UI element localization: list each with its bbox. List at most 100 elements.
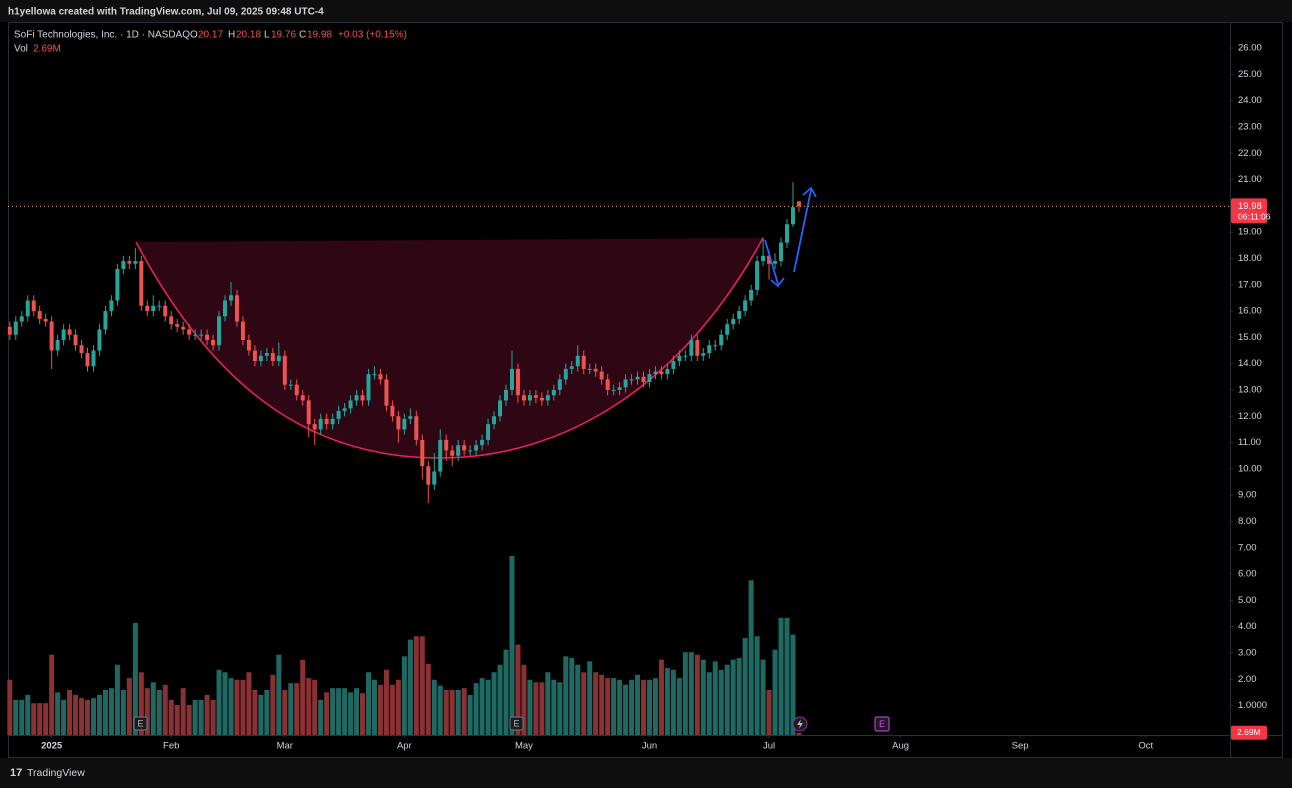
volume-bar bbox=[455, 689, 461, 735]
candle-body bbox=[366, 374, 371, 401]
earnings-icon-upcoming bbox=[874, 716, 890, 732]
candle-body bbox=[755, 261, 760, 290]
candle-body bbox=[270, 353, 275, 362]
y-tick-label: 7.00 bbox=[1238, 542, 1257, 553]
candle-body bbox=[444, 439, 449, 451]
volume-bar bbox=[168, 699, 174, 735]
volume-bar bbox=[7, 679, 13, 735]
candle-body bbox=[492, 416, 497, 425]
volume-bar bbox=[509, 555, 515, 735]
y-tick-label: 6.00 bbox=[1238, 569, 1257, 580]
candle-body bbox=[25, 300, 30, 317]
candle-body bbox=[504, 389, 509, 401]
volume-bar bbox=[766, 689, 772, 735]
volume-bar bbox=[569, 658, 575, 735]
candle-body bbox=[37, 311, 42, 319]
volume-bar bbox=[641, 679, 647, 735]
volume-bar bbox=[473, 683, 479, 735]
candle-body bbox=[199, 334, 204, 336]
volume-bar bbox=[138, 672, 144, 735]
candle-body bbox=[240, 321, 245, 340]
x-tick-label: Apr bbox=[397, 741, 412, 752]
candle-body bbox=[623, 379, 628, 388]
candle-body bbox=[49, 321, 54, 351]
candle-body bbox=[450, 450, 455, 456]
volume-bar bbox=[348, 692, 354, 735]
x-tick-label: May bbox=[515, 741, 533, 752]
cup-fill bbox=[136, 238, 763, 458]
volume-bar bbox=[688, 652, 694, 735]
candle-body bbox=[713, 345, 718, 347]
volume-bar bbox=[658, 659, 664, 735]
volume-bar bbox=[778, 617, 784, 735]
volume-bar bbox=[150, 682, 156, 735]
ohlc-key: C bbox=[299, 30, 306, 41]
volume-bar bbox=[318, 699, 324, 735]
candle-body bbox=[593, 368, 598, 372]
volume-bar bbox=[443, 689, 449, 735]
candle-body bbox=[719, 334, 724, 346]
candle-body bbox=[43, 318, 48, 322]
candle-body bbox=[163, 305, 168, 317]
volume-bar bbox=[360, 693, 366, 735]
candle-body bbox=[330, 418, 335, 425]
y-tick-label: 8.00 bbox=[1238, 516, 1257, 527]
y-tick-label: 16.00 bbox=[1238, 306, 1262, 317]
earnings-icon bbox=[133, 716, 148, 731]
symbol-title: SoFi Technologies, Inc. · 1D · NASDAQ bbox=[14, 30, 190, 41]
volume-bar bbox=[479, 678, 485, 735]
countdown-label: 06:11:06 bbox=[1238, 212, 1271, 222]
candle-body bbox=[258, 355, 263, 362]
candle-body bbox=[91, 350, 96, 367]
volume-bar bbox=[19, 699, 25, 735]
candle-body bbox=[761, 255, 766, 262]
candle-body bbox=[611, 389, 616, 391]
volume-bar bbox=[306, 678, 312, 735]
volume-bar bbox=[180, 688, 186, 735]
candle-body bbox=[294, 384, 299, 396]
candle-body bbox=[480, 439, 485, 446]
y-tick-label: 23.00 bbox=[1238, 121, 1262, 132]
volume-bar bbox=[736, 658, 742, 735]
candle-body bbox=[211, 339, 216, 346]
volume-bar bbox=[611, 678, 617, 735]
volume-bar bbox=[132, 622, 138, 735]
candle-body bbox=[408, 416, 413, 419]
volume-bar bbox=[425, 663, 431, 735]
candle-body bbox=[701, 353, 706, 356]
y-tick-label: 18.00 bbox=[1238, 253, 1262, 264]
dividend-icon-glyph bbox=[797, 719, 803, 729]
candle-body bbox=[474, 445, 479, 451]
volume-bar bbox=[288, 683, 294, 735]
volume-value: 2.69M bbox=[33, 44, 61, 55]
candle-body bbox=[731, 318, 736, 325]
x-tick-label: Jun bbox=[642, 741, 657, 752]
candle-body bbox=[354, 395, 359, 401]
volume-bar bbox=[342, 688, 348, 735]
candle-body bbox=[677, 355, 682, 362]
candle-body bbox=[749, 289, 754, 301]
volume-bar bbox=[216, 669, 222, 735]
candle-body bbox=[121, 261, 126, 269]
y-tick-label: 3.00 bbox=[1238, 647, 1257, 658]
y-tick-label: 15.00 bbox=[1238, 332, 1262, 343]
candle-body bbox=[683, 355, 688, 357]
candle-body bbox=[390, 405, 395, 417]
y-tick-label: 24.00 bbox=[1238, 95, 1262, 106]
y-tick-label: 25.00 bbox=[1238, 69, 1262, 80]
volume-bar bbox=[575, 664, 581, 735]
candle-body bbox=[282, 355, 287, 385]
volume-bar bbox=[503, 649, 509, 735]
volume-bar bbox=[664, 668, 670, 735]
volume-bar bbox=[210, 699, 216, 735]
candle-body bbox=[438, 439, 443, 472]
candle-body bbox=[402, 418, 407, 430]
volume-bar bbox=[748, 580, 754, 735]
volume-bar bbox=[491, 672, 497, 735]
candle-body bbox=[288, 384, 293, 386]
volume-bar bbox=[294, 683, 300, 735]
y-tick-label: 5.00 bbox=[1238, 595, 1257, 606]
volume-bar bbox=[383, 669, 389, 735]
volume-bar bbox=[371, 679, 377, 735]
volume-bar bbox=[73, 694, 79, 735]
